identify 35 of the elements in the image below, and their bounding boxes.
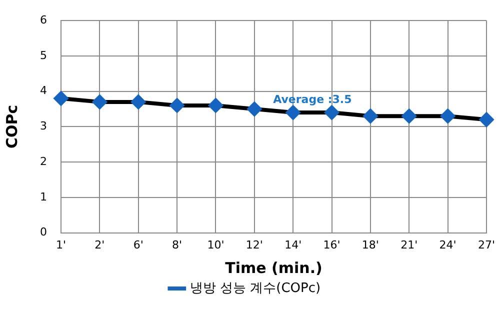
point — [479, 112, 494, 127]
point — [440, 109, 455, 124]
point — [286, 106, 300, 120]
point — [324, 106, 339, 120]
x-tick-label: 10' — [207, 238, 224, 252]
y-tick-label: 2 — [40, 154, 47, 168]
point — [402, 109, 416, 124]
y-tick-label: 1 — [40, 190, 47, 204]
x-tick-label: 27' — [478, 238, 496, 252]
point — [247, 102, 262, 116]
y-tick-label: 4 — [40, 84, 47, 98]
x-tick-label: 24' — [439, 238, 456, 252]
x-axis-title: Time (min.) — [225, 258, 322, 277]
legend-label: 냉방 성능 계수(COPc) — [190, 280, 321, 296]
annotation: Average :3.5 — [273, 93, 352, 106]
x-tick-label: 1' — [56, 238, 66, 252]
point — [131, 94, 146, 109]
x-tick-label: 16' — [323, 238, 340, 252]
x-tick-label: 18' — [362, 238, 379, 252]
point — [92, 94, 107, 109]
y-tick-label: 3 — [40, 120, 47, 133]
x-tick-label: 8' — [172, 238, 182, 252]
y-tick-label: 6 — [40, 13, 47, 26]
point — [54, 91, 68, 106]
x-tick-label: 6' — [133, 238, 144, 252]
x-tick-label: 2' — [94, 238, 105, 252]
point — [363, 109, 378, 124]
point — [208, 98, 223, 112]
x-tick-label: 12' — [246, 238, 263, 252]
y-tick-label: 5 — [40, 48, 47, 62]
point — [170, 98, 184, 112]
x-tick-label: 14' — [284, 238, 302, 252]
y-tick-label: 0 — [40, 226, 47, 239]
y-axis-title: COPc — [2, 104, 21, 149]
x-tick-label: 21' — [400, 238, 418, 252]
